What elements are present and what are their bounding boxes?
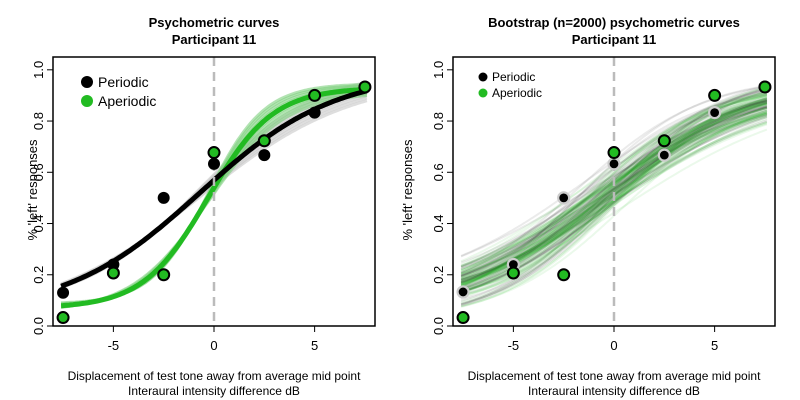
aperiodic-data-point (657, 134, 671, 148)
x-tick-label: 5 (311, 338, 318, 353)
periodic-bootstrap-curve (460, 108, 768, 279)
periodic-data-point (308, 106, 321, 119)
aperiodic-bootstrap-curve (460, 114, 768, 276)
left-x-axis-label: Displacement of test tone away from aver… (68, 369, 361, 383)
legend-periodic-marker (81, 76, 93, 88)
right-plot-area: 0.0 0.2 0.4 0.6 0.8 1.0 -5 0 5 (431, 56, 776, 353)
aperiodic-data-point (758, 80, 772, 94)
y-tick-label: 0.4 (31, 214, 46, 232)
periodic-bootstrap-curve (460, 106, 768, 277)
aperiodic-bootstrap-curve (460, 97, 768, 307)
legend-periodic-label: Periodic (492, 70, 535, 84)
aperiodic-data-point (56, 311, 70, 325)
aperiodic-data-point (456, 311, 470, 325)
legend-aperiodic-marker (478, 88, 488, 98)
left-x-axis-label-2: Interaural intensity difference dB (128, 384, 300, 398)
aperiodic-data-point (557, 268, 571, 282)
y-tick-label: 0.6 (431, 163, 446, 181)
aperiodic-data-point (506, 266, 520, 280)
left-legend: Periodic Aperiodic (81, 74, 156, 109)
aperiodic-bootstrap-curve (460, 114, 768, 267)
y-tick-label: 1.0 (431, 61, 446, 79)
x-tick-label: 5 (711, 338, 718, 353)
aperiodic-data-point (157, 268, 171, 282)
y-tick-label: 0.8 (431, 112, 446, 130)
periodic-bootstrap-curve (460, 100, 768, 300)
aperiodic-data-point (207, 146, 221, 160)
periodic-data-point (657, 148, 671, 162)
legend-aperiodic-label: Aperiodic (98, 93, 156, 109)
periodic-bootstrap-curve (460, 102, 768, 277)
left-y-axis-label: % 'left' responses (25, 139, 40, 241)
y-tick-label: 1.0 (31, 61, 46, 79)
periodic-data-point (258, 149, 271, 162)
periodic-bootstrap-curve (460, 109, 768, 274)
periodic-data-point (456, 285, 470, 299)
y-tick-label: 0.4 (431, 214, 446, 232)
x-tick-label: -5 (108, 338, 120, 353)
aperiodic-bootstrap-curve (460, 102, 768, 308)
periodic-bootstrap-curve (460, 104, 768, 269)
periodic-data-point (607, 157, 621, 171)
y-tick-label: 0.0 (431, 317, 446, 335)
left-chart-title: Psychometric curves (149, 15, 280, 30)
aperiodic-data-point (257, 134, 271, 148)
periodic-bootstrap-curve (460, 113, 768, 268)
y-tick-label: 0.6 (31, 163, 46, 181)
aperiodic-data-point (607, 146, 621, 160)
periodic-data-point (157, 191, 170, 204)
periodic-bootstrap-curve (460, 99, 768, 306)
legend-aperiodic-marker (81, 95, 93, 107)
right-panel: Bootstrap (n=2000) psychometric curves P… (400, 15, 776, 398)
right-chart-subtitle: Participant 11 (572, 32, 657, 47)
x-tick-label: 0 (610, 338, 617, 353)
right-y-axis-label: % 'left' responses (400, 139, 415, 241)
periodic-data-point (208, 157, 220, 170)
left-plot-area: 0.0 0.2 0.4 0.6 0.8 1.0 -5 0 5 (31, 56, 376, 353)
x-tick-label: 0 (210, 338, 217, 353)
periodic-data-point (557, 191, 571, 205)
aperiodic-data-point (358, 80, 372, 94)
left-chart-subtitle: Participant 11 (172, 32, 257, 47)
aperiodic-data-point (708, 88, 722, 102)
y-tick-label: 0.2 (431, 266, 446, 284)
aperiodic-data-point (308, 88, 322, 102)
periodic-bootstrap-curve (460, 86, 768, 306)
legend-periodic-marker (478, 72, 488, 82)
aperiodic-data-point (106, 266, 120, 280)
right-x-axis-label: Displacement of test tone away from aver… (468, 369, 761, 383)
y-tick-label: 0.2 (31, 266, 46, 284)
left-panel: Psychometric curves Participant 11 0.00.… (25, 15, 376, 398)
periodic-data-point (57, 286, 70, 299)
y-tick-label: 0.0 (31, 317, 46, 335)
legend-periodic-label: Periodic (98, 74, 149, 90)
periodic-bootstrap-curve (460, 111, 768, 258)
y-tick-label: 0.8 (31, 112, 46, 130)
right-x-axis-label-2: Interaural intensity difference dB (528, 384, 700, 398)
right-chart-title: Bootstrap (n=2000) psychometric curves (488, 15, 740, 30)
aperiodic-bootstrap-curve (460, 103, 768, 303)
periodic-data-point (708, 105, 722, 120)
right-legend: Periodic Aperiodic (478, 70, 542, 100)
x-tick-label: -5 (508, 338, 520, 353)
legend-aperiodic-label: Aperiodic (492, 86, 542, 100)
periodic-bootstrap-curve (460, 106, 768, 276)
